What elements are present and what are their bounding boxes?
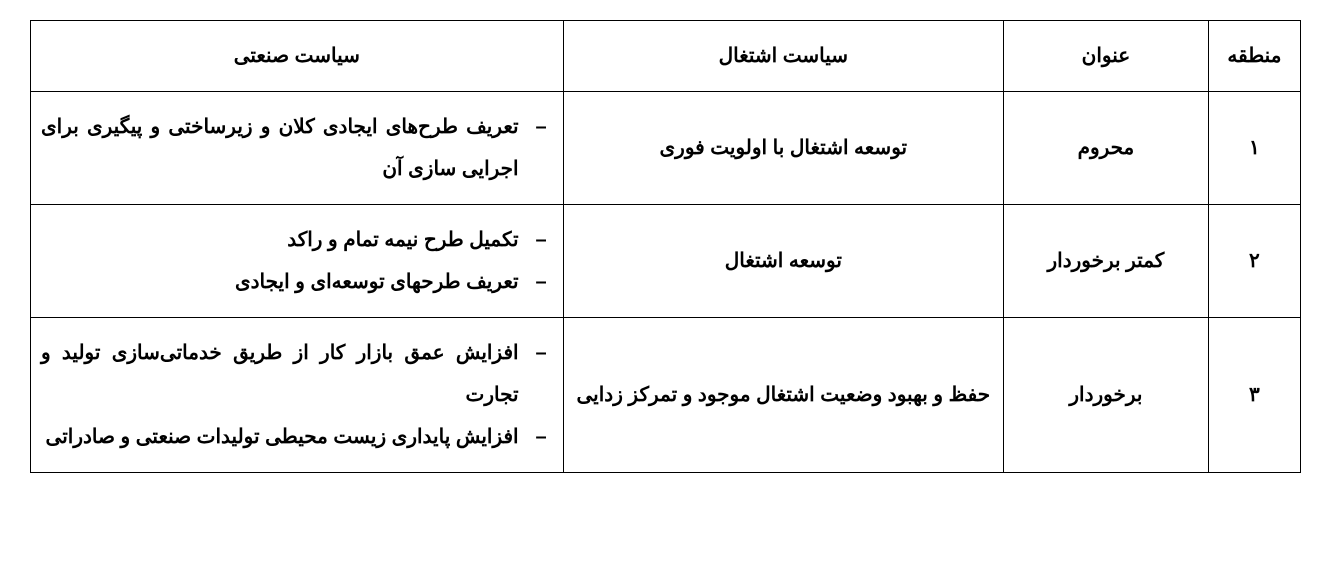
industrial-list: تکمیل طرح نیمه تمام و راکدتعریف طرحهای ت… bbox=[41, 219, 553, 303]
cell-title: کمتر برخوردار bbox=[1004, 205, 1209, 318]
industrial-list-item: تعریف طرحهای توسعه‌ای و ایجادی bbox=[41, 261, 553, 303]
header-region: منطقه bbox=[1208, 21, 1300, 92]
cell-industrial: تکمیل طرح نیمه تمام و راکدتعریف طرحهای ت… bbox=[31, 205, 564, 318]
cell-region: ۳ bbox=[1208, 318, 1300, 473]
cell-employment: توسعه اشتغال با اولویت فوری bbox=[563, 92, 1003, 205]
industrial-list: تعریف طرح‌های ایجادی کلان و زیرساختی و پ… bbox=[41, 106, 553, 190]
header-employment: سیاست اشتغال bbox=[563, 21, 1003, 92]
table-body: ۱محرومتوسعه اشتغال با اولویت فوریتعریف ط… bbox=[31, 92, 1301, 473]
cell-employment: توسعه اشتغال bbox=[563, 205, 1003, 318]
cell-industrial: تعریف طرح‌های ایجادی کلان و زیرساختی و پ… bbox=[31, 92, 564, 205]
cell-region: ۱ bbox=[1208, 92, 1300, 205]
industrial-list-item: افزایش پایداری زیست محیطی تولیدات صنعتی … bbox=[41, 416, 553, 458]
table-row: ۲کمتر برخوردارتوسعه اشتغالتکمیل طرح نیمه… bbox=[31, 205, 1301, 318]
table-row: ۱محرومتوسعه اشتغال با اولویت فوریتعریف ط… bbox=[31, 92, 1301, 205]
industrial-list: افزایش عمق بازار کار از طریق خدماتی‌سازی… bbox=[41, 332, 553, 458]
policy-table: منطقه عنوان سیاست اشتغال سیاست صنعتی ۱مح… bbox=[30, 20, 1301, 473]
cell-employment: حفظ و بهبود وضعیت اشتغال موجود و تمرکز ز… bbox=[563, 318, 1003, 473]
header-title: عنوان bbox=[1004, 21, 1209, 92]
cell-title: محروم bbox=[1004, 92, 1209, 205]
cell-title: برخوردار bbox=[1004, 318, 1209, 473]
header-row: منطقه عنوان سیاست اشتغال سیاست صنعتی bbox=[31, 21, 1301, 92]
industrial-list-item: افزایش عمق بازار کار از طریق خدماتی‌سازی… bbox=[41, 332, 553, 416]
industrial-list-item: تکمیل طرح نیمه تمام و راکد bbox=[41, 219, 553, 261]
cell-region: ۲ bbox=[1208, 205, 1300, 318]
table-row: ۳برخوردارحفظ و بهبود وضعیت اشتغال موجود … bbox=[31, 318, 1301, 473]
table-container: منطقه عنوان سیاست اشتغال سیاست صنعتی ۱مح… bbox=[0, 0, 1331, 493]
cell-industrial: افزایش عمق بازار کار از طریق خدماتی‌سازی… bbox=[31, 318, 564, 473]
header-industrial: سیاست صنعتی bbox=[31, 21, 564, 92]
industrial-list-item: تعریف طرح‌های ایجادی کلان و زیرساختی و پ… bbox=[41, 106, 553, 190]
